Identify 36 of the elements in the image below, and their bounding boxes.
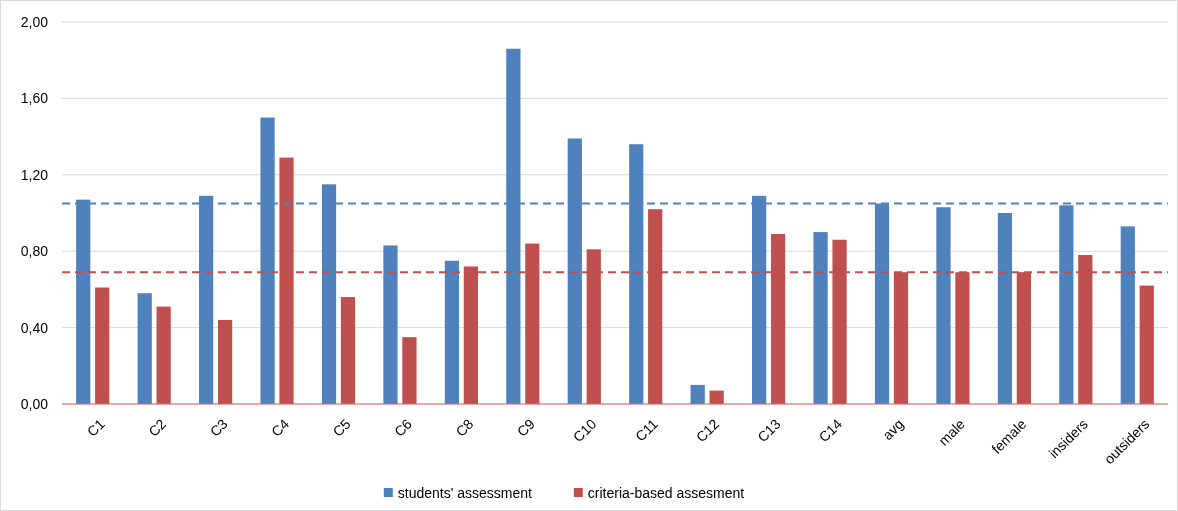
bar — [402, 337, 417, 404]
y-tick-label: 2,00 — [20, 13, 49, 30]
bar — [444, 260, 460, 404]
x-tick-label: C12 — [692, 415, 723, 446]
x-tick-label: avg — [879, 415, 907, 444]
bar — [95, 287, 110, 404]
y-tick-label: 0,00 — [20, 395, 49, 412]
bar — [690, 384, 705, 404]
bar — [1120, 226, 1135, 404]
y-tick-label: 1,60 — [20, 90, 49, 107]
bar — [137, 293, 152, 404]
bar — [340, 297, 356, 404]
x-tick-label: C14 — [815, 415, 846, 446]
x-tick-label: C2 — [145, 415, 170, 440]
x-tick-label: C13 — [754, 415, 784, 446]
bar — [997, 213, 1013, 404]
x-tick-label: C6 — [391, 415, 416, 440]
x-tick-label: C1 — [83, 415, 108, 440]
bar — [217, 319, 233, 404]
legend-label: students' assessment — [397, 484, 533, 501]
bar — [1139, 285, 1154, 404]
x-tick-label: C5 — [329, 415, 354, 440]
y-tick-label: 0,80 — [20, 243, 49, 260]
bar — [936, 207, 951, 404]
bar — [383, 245, 398, 404]
x-tick-label: C4 — [268, 415, 293, 440]
x-tick-label: C9 — [513, 415, 539, 440]
x-tick-label: C10 — [569, 415, 600, 446]
x-tick-label: C11 — [632, 415, 661, 445]
y-tick-label: 1,20 — [20, 166, 49, 183]
legend-label: criteria-based assesment — [587, 484, 745, 501]
x-tick-label: C8 — [452, 415, 477, 440]
bar — [813, 232, 828, 404]
x-tick-label: C3 — [206, 415, 231, 440]
y-tick-label: 0,40 — [20, 319, 49, 336]
bar — [156, 306, 171, 404]
